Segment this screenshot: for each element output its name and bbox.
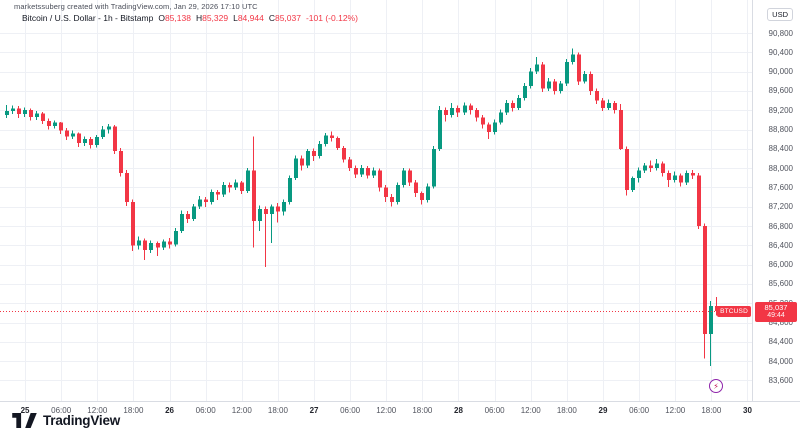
time-tick-label: 12:00 (376, 406, 397, 415)
open-value: O85,138 (158, 13, 191, 23)
tradingview-logo[interactable]: TradingView (12, 413, 120, 428)
time-tick-label: 29 (598, 406, 608, 415)
price-tick-label: 90,800 (768, 28, 793, 38)
last-price-value: 85,037 (764, 302, 788, 312)
time-tick-label: 18:00 (556, 406, 577, 415)
price-tick-label: 89,200 (768, 105, 793, 115)
price-tick-label: 84,400 (768, 337, 793, 347)
time-tick-label: 06:00 (195, 406, 216, 415)
ohlc-values: O85,138 H85,329 L84,944 C85,037 (158, 13, 301, 23)
last-price-label: 85,037 49:44 (755, 301, 797, 322)
price-tick-label: 90,000 (768, 67, 793, 77)
price-tick-label: 84,000 (768, 356, 793, 366)
time-tick-label: 28 (454, 406, 463, 415)
high-value: H85,329 (195, 13, 229, 23)
time-tick-label: 26 (165, 406, 174, 415)
price-tick-label: 84,800 (768, 318, 793, 327)
price-tick-label: 85,600 (768, 279, 793, 289)
symbol-title: Bitcoin / U.S. Dollar - 1h - Bitstamp (22, 13, 154, 23)
close-value: C85,037 (268, 13, 301, 23)
tradingview-logo-icon (12, 413, 37, 428)
time-tick-label: 06:00 (629, 406, 650, 415)
bar-countdown: 49:44 (767, 311, 785, 319)
time-tick-label: 12:00 (665, 406, 686, 415)
price-tick-label: 88,800 (768, 125, 793, 134)
time-tick-label: 30 (743, 406, 752, 415)
lightning-event-icon[interactable]: ⚡ (709, 379, 723, 393)
time-axis[interactable]: 25 06:00 12:00 18:00 26 06:00 12:00 18:00 27 06:0… (0, 401, 800, 441)
time-tick-label: 12:00 (231, 406, 252, 415)
time-tick-label: 27 (309, 406, 319, 415)
price-tick-label: 87,200 (768, 202, 793, 212)
price-tick-label: 86,400 (768, 240, 793, 250)
price-tick-label: 87,600 (768, 182, 793, 192)
price-tick-label: 88,400 (768, 144, 793, 154)
low-value: L84,944 (233, 13, 264, 23)
price-tick-label: 90,400 (768, 47, 793, 57)
price-axis-unit-badge[interactable]: USD (767, 8, 793, 21)
time-tick-label: 18:00 (412, 406, 433, 415)
price-axis[interactable]: USD 85,037 49:44 90,800 90,400 90,000 89,60… (752, 0, 800, 401)
price-tick-label: 86,000 (768, 260, 793, 270)
time-tick-label: 06:00 (484, 406, 505, 415)
price-tick-label: 83,600 (768, 375, 793, 385)
change-value: -101 (-0.12%) (305, 13, 358, 23)
time-tick-label: 06:00 (51, 406, 72, 415)
symbol-info-bar: Bitcoin / U.S. Dollar - 1h - Bitstamp O8… (22, 13, 358, 23)
time-tick-label: 06:00 (340, 406, 361, 415)
time-tick-label: 12:00 (87, 406, 108, 415)
tradingview-logo-text: TradingView (43, 413, 121, 428)
time-tick-label: 18:00 (701, 406, 722, 415)
price-tick-label: 88,000 (768, 163, 793, 173)
time-tick-label: 18:00 (123, 406, 144, 415)
price-line-symbol-label: BTCUSD (717, 305, 751, 317)
price-tick-label: 89,600 (768, 86, 793, 96)
time-tick-label: 18:00 (267, 406, 288, 415)
time-tick-label: 25 (20, 406, 30, 415)
attribution-text: marketssuberg created with TradingView.c… (14, 2, 258, 11)
price-tick-label: 86,800 (768, 221, 793, 231)
time-tick-label: 12:00 (520, 406, 541, 415)
